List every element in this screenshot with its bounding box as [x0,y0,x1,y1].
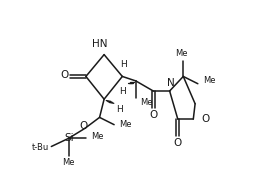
Text: Me: Me [203,76,216,85]
Text: Me: Me [62,158,75,167]
Text: Me: Me [91,132,103,141]
Text: t-Bu: t-Bu [32,143,50,152]
Text: Me: Me [175,49,188,58]
Text: O: O [80,121,88,130]
Text: H: H [119,86,126,96]
Text: HN: HN [92,39,107,49]
Text: O: O [149,110,157,120]
Text: O: O [174,138,182,147]
Text: Me: Me [140,98,153,107]
Text: Me: Me [119,120,131,129]
Text: N: N [167,78,174,88]
Text: H: H [120,60,127,69]
Text: Si: Si [65,133,74,143]
Text: O: O [61,70,69,80]
Text: H: H [116,105,123,114]
Text: O: O [201,114,209,124]
